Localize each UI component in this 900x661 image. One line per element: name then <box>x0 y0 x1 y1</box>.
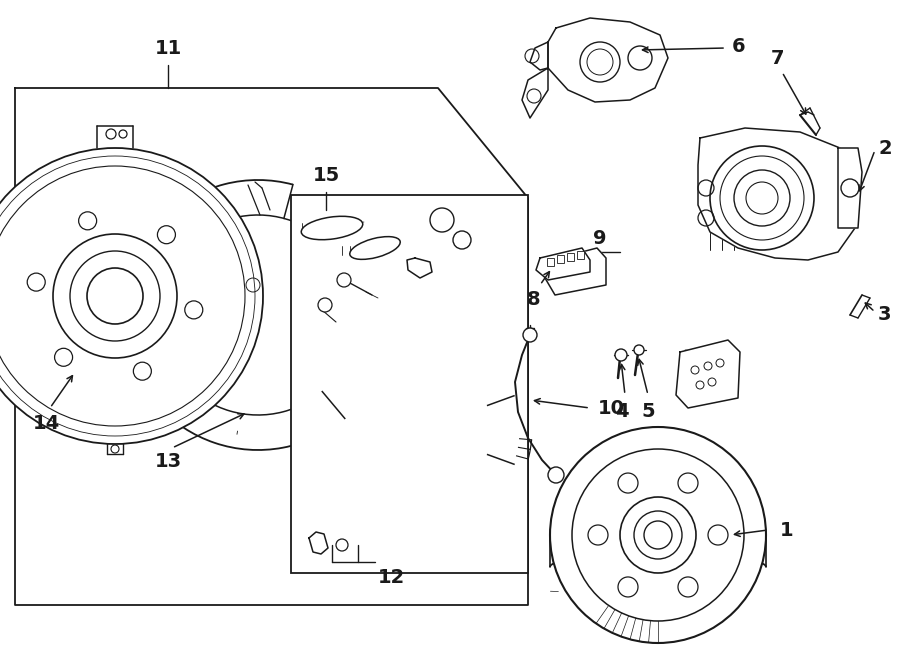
Text: 3: 3 <box>878 305 892 325</box>
Circle shape <box>27 273 45 291</box>
Circle shape <box>53 234 177 358</box>
Circle shape <box>634 345 644 355</box>
Circle shape <box>710 146 814 250</box>
Polygon shape <box>698 128 858 260</box>
Circle shape <box>644 521 672 549</box>
Circle shape <box>430 208 454 232</box>
Polygon shape <box>522 68 548 118</box>
Circle shape <box>548 467 564 483</box>
Text: 13: 13 <box>155 452 182 471</box>
Text: 9: 9 <box>593 229 607 248</box>
Circle shape <box>708 525 728 545</box>
Text: 12: 12 <box>378 568 405 587</box>
Text: 2: 2 <box>878 139 892 157</box>
Circle shape <box>55 348 73 366</box>
Circle shape <box>523 328 537 342</box>
Circle shape <box>588 525 608 545</box>
Polygon shape <box>676 340 740 408</box>
Circle shape <box>678 473 698 493</box>
Polygon shape <box>15 88 528 605</box>
Circle shape <box>453 231 471 249</box>
Circle shape <box>318 298 332 312</box>
Text: 11: 11 <box>155 39 182 58</box>
Text: 1: 1 <box>780 520 794 539</box>
Circle shape <box>70 251 160 341</box>
Circle shape <box>580 42 620 82</box>
Text: 10: 10 <box>598 399 625 418</box>
Circle shape <box>620 497 696 573</box>
Circle shape <box>678 577 698 597</box>
Circle shape <box>133 362 151 380</box>
Bar <box>291 195 528 573</box>
Polygon shape <box>407 258 432 278</box>
Circle shape <box>550 427 766 643</box>
Bar <box>577 251 584 259</box>
Ellipse shape <box>302 216 363 240</box>
Text: 14: 14 <box>32 414 59 433</box>
Circle shape <box>0 148 263 444</box>
Bar <box>567 253 574 261</box>
Circle shape <box>628 46 652 70</box>
Ellipse shape <box>350 237 400 259</box>
Text: 4: 4 <box>616 402 629 421</box>
Circle shape <box>337 273 351 287</box>
Circle shape <box>618 577 638 597</box>
Polygon shape <box>548 18 668 102</box>
Text: 8: 8 <box>527 290 541 309</box>
Text: 15: 15 <box>312 166 339 185</box>
Circle shape <box>336 539 348 551</box>
Polygon shape <box>536 248 590 280</box>
Polygon shape <box>309 532 328 554</box>
Text: 7: 7 <box>771 49 785 68</box>
Circle shape <box>634 511 682 559</box>
Circle shape <box>87 268 143 324</box>
Polygon shape <box>545 248 606 295</box>
Circle shape <box>158 225 176 244</box>
Circle shape <box>184 301 202 319</box>
Circle shape <box>746 182 778 214</box>
Text: 6: 6 <box>732 36 745 56</box>
Bar <box>557 255 564 263</box>
Polygon shape <box>530 42 548 70</box>
Circle shape <box>615 349 627 361</box>
Bar <box>547 258 554 266</box>
Circle shape <box>572 449 744 621</box>
Circle shape <box>618 473 638 493</box>
Text: 5: 5 <box>641 402 655 421</box>
Polygon shape <box>838 148 862 228</box>
Circle shape <box>78 212 96 230</box>
